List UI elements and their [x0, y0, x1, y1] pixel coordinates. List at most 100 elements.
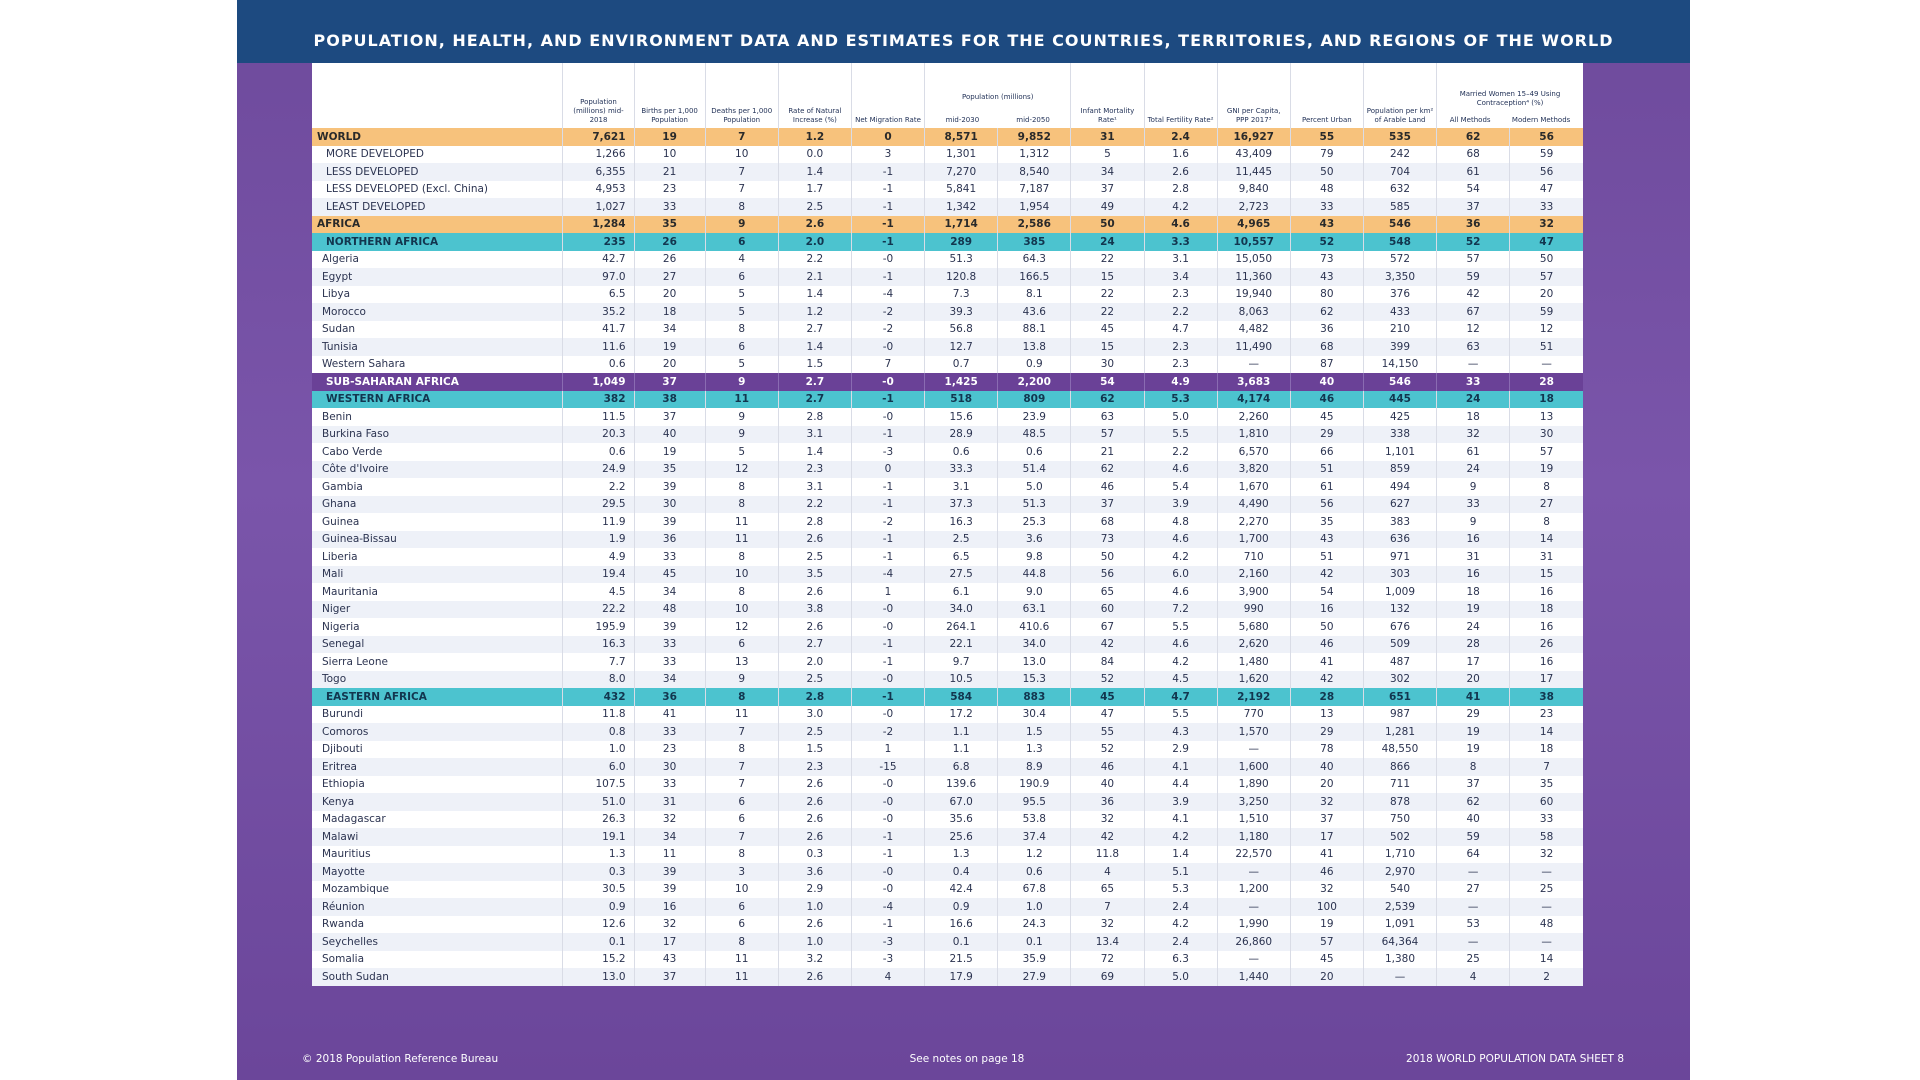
table-cell: 2.2	[777, 250, 852, 268]
table-cell: 7.7	[562, 653, 635, 671]
row-label: Liberia	[312, 548, 563, 566]
table-cell: 2,200	[997, 373, 1071, 391]
table-cell: 1,510	[1216, 810, 1291, 828]
table-cell: 2,192	[1216, 688, 1291, 706]
table-cell: 4.2	[1143, 198, 1218, 216]
table-cell: 33.3	[924, 460, 998, 478]
table-row: LESS DEVELOPED (Excl. China) 4,953 23 7 1.7-…	[312, 180, 1583, 198]
table-cell: 1.3	[997, 740, 1071, 758]
table-cell: -1	[850, 828, 925, 846]
table-cell: 2.4	[1143, 933, 1218, 951]
table-cell: 0.6	[562, 355, 635, 373]
table-cell: 883	[997, 688, 1071, 706]
table-cell: 69	[1070, 968, 1144, 986]
table-cell: 2,270	[1216, 513, 1291, 531]
table-cell: 7,270	[924, 163, 998, 181]
table-cell: 0.0	[777, 145, 852, 163]
table-cell: 5.0	[997, 478, 1071, 496]
table-cell: 509	[1362, 635, 1437, 653]
table-cell: 32	[1070, 915, 1144, 933]
table-cell: 2.6	[777, 583, 852, 601]
table-cell: 62	[1070, 390, 1144, 408]
table-cell: 338	[1362, 425, 1437, 443]
table-cell: 0.1	[562, 933, 635, 951]
table-cell: 43	[1289, 268, 1364, 286]
table-cell: 34.0	[924, 600, 998, 618]
table-cell: 20	[1436, 670, 1510, 688]
table-cell: 3	[850, 145, 925, 163]
table-cell: 8	[1509, 478, 1583, 496]
table-cell: 6.8	[924, 758, 998, 776]
table-cell: 64	[1436, 845, 1510, 863]
table-cell: 39	[633, 513, 706, 531]
table-cell: -1	[850, 478, 925, 496]
table-cell: 7	[704, 723, 779, 741]
table-cell: 2,586	[997, 215, 1071, 233]
table-cell: 46	[1289, 390, 1364, 408]
table-cell: -1	[850, 653, 925, 671]
table-cell: 67.0	[924, 793, 998, 811]
table-cell: 68	[1436, 145, 1510, 163]
table-cell: 6	[704, 635, 779, 653]
table-cell: 59	[1509, 145, 1583, 163]
table-cell: 42	[1289, 565, 1364, 583]
table-cell: 60	[1070, 600, 1144, 618]
table-cell: 13.0	[997, 653, 1071, 671]
table-cell: 432	[562, 688, 635, 706]
table-cell: 15	[1070, 338, 1144, 356]
table-cell: -0	[850, 408, 925, 426]
table-row: Burkina Faso 20.3 40 9 3.1 -1 28.9 48.5 57 5.5 1,8…	[312, 425, 1583, 443]
table-cell: 18	[1509, 600, 1583, 618]
table-cell: -1	[850, 198, 925, 216]
table-cell: 19,940	[1216, 285, 1291, 303]
table-cell: 7	[1509, 758, 1583, 776]
table-cell: -1	[850, 268, 925, 286]
table-cell: 18	[1436, 583, 1510, 601]
row-label: SUB-SAHARAN AFRICA	[312, 373, 563, 391]
table-cell: 9	[704, 425, 779, 443]
table-cell: 2.2	[777, 495, 852, 513]
table-cell: 2.3	[1143, 355, 1218, 373]
table-cell: 35	[1509, 775, 1583, 793]
table-cell: 12.7	[924, 338, 998, 356]
table-cell: 866	[1362, 758, 1437, 776]
table-cell: 56.8	[924, 320, 998, 338]
table-cell: 31	[1436, 548, 1510, 566]
table-cell: 1.3	[562, 845, 635, 863]
table-cell: 29	[1289, 723, 1364, 741]
table-cell: 7	[704, 163, 779, 181]
header-all-methods: All Methods	[1449, 116, 1491, 124]
table-cell: 3.6	[997, 530, 1071, 548]
table-cell: 62	[1436, 793, 1510, 811]
table-cell: 31	[1509, 548, 1583, 566]
row-label: Réunion	[312, 898, 563, 916]
row-label: Gambia	[312, 478, 563, 496]
table-cell: 67.8	[997, 880, 1071, 898]
table-cell: 9	[704, 215, 779, 233]
table-cell: 20	[1509, 285, 1583, 303]
table-row: MORE DEVELOPED 1,266 10 10 0.0 3 1,301 1,312 5 1.…	[312, 145, 1583, 163]
table-cell: 32	[1509, 845, 1583, 863]
table-cell: 5.1	[1143, 863, 1218, 881]
table-cell: 16	[1436, 530, 1510, 548]
table-row: Egypt 97.0 27 6 2.1 -1 120.8 166.5 15 3.4 11,360 43…	[312, 268, 1583, 286]
table-cell: 859	[1362, 460, 1437, 478]
table-cell: 1,890	[1216, 775, 1291, 793]
table-cell: 3.8	[777, 600, 852, 618]
table-cell: 50	[1070, 548, 1144, 566]
row-label: Nigeria	[312, 618, 563, 636]
table-cell: 13	[1289, 705, 1364, 723]
row-label: Burkina Faso	[312, 425, 563, 443]
row-label: Cabo Verde	[312, 443, 563, 461]
table-cell: 4.1	[1143, 758, 1218, 776]
table-cell: 0.6	[924, 443, 998, 461]
table-cell: 572	[1362, 250, 1437, 268]
table-cell: 11.6	[562, 338, 635, 356]
table-cell: 72	[1070, 950, 1144, 968]
row-label: Côte d'Ivoire	[312, 460, 563, 478]
table-cell: 55	[1289, 128, 1364, 146]
table-cell: 17	[1289, 828, 1364, 846]
row-label: Mali	[312, 565, 563, 583]
header-projected-group: Population (millions)	[962, 93, 1034, 101]
table-cell: 33	[633, 635, 706, 653]
